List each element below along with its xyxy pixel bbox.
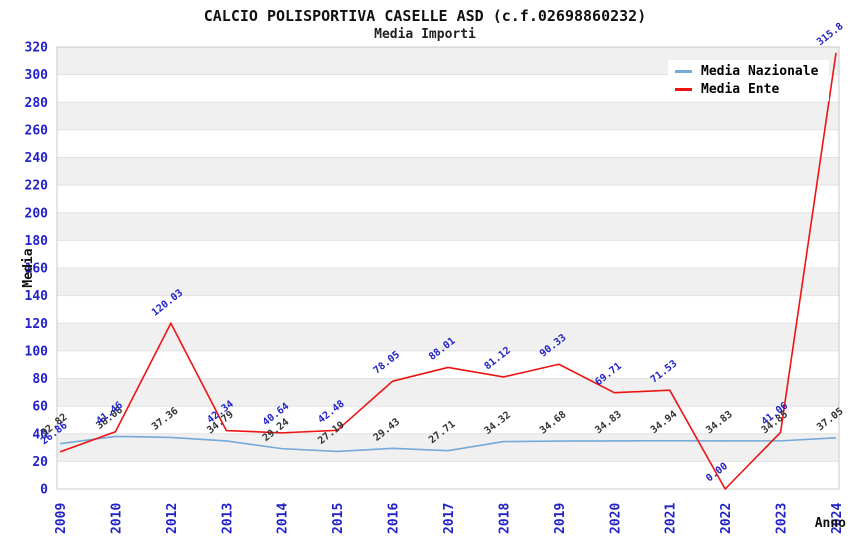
y-tick-label: 260 [25, 123, 49, 138]
y-tick-label: 60 [32, 400, 48, 415]
y-axis-title: Media [21, 248, 36, 287]
data-point-label: 37.36 [150, 406, 180, 433]
x-axis-title: Anno [815, 516, 846, 531]
legend-label: Media Ente [701, 81, 780, 97]
x-tick-label: 2009 [54, 503, 69, 534]
chart-legend: Media Nazionale Media Ente [668, 60, 829, 101]
series-line-media-ente [59, 52, 837, 490]
data-point-label: 78.05 [372, 349, 402, 376]
y-tick-label: 0 [40, 483, 48, 498]
y-tick-label: 80 [32, 372, 48, 387]
y-tick-label: 20 [32, 455, 48, 470]
x-tick-label: 2024 [830, 503, 845, 534]
y-tick-labels: 0 20 40 60 80 100 120 140 160 180 200 220 240 260 280 3… [25, 41, 49, 498]
data-point-label: 34.83 [593, 409, 623, 436]
x-tick-label: 2016 [387, 503, 402, 534]
data-point-label: 0.00 [704, 461, 730, 485]
legend-item-media-nazionale: Media Nazionale [675, 62, 825, 80]
media-ente-swatch-icon [675, 87, 692, 91]
y-tick-label: 280 [25, 96, 49, 111]
media-nazionale-swatch-icon [675, 69, 692, 73]
band [57, 323, 839, 351]
plot-bands [57, 47, 839, 462]
band [57, 378, 839, 407]
x-tick-label: 2023 [775, 503, 790, 534]
y-tick-label: 40 [32, 427, 48, 442]
y-tick-label: 120 [25, 317, 49, 332]
x-tick-label: 2010 [109, 503, 124, 534]
chart-title: CALCIO POLISPORTIVA CASELLE ASD (c.f.026… [203, 7, 647, 25]
y-tick-label: 300 [25, 68, 49, 83]
y-tick-label: 160 [25, 262, 49, 277]
x-tick-label: 2017 [442, 503, 457, 534]
band [57, 212, 839, 241]
x-tick-label: 2013 [220, 503, 235, 534]
data-point-label: 34.68 [538, 409, 568, 436]
x-tick-label: 2018 [497, 503, 512, 534]
y-tick-label: 100 [25, 344, 49, 359]
band [57, 102, 839, 130]
x-tick-label: 2015 [331, 503, 346, 534]
x-tick-label: 2019 [553, 503, 568, 534]
data-point-label: 34.94 [649, 409, 679, 436]
x-tick-label: 2014 [276, 503, 291, 534]
y-tick-label: 140 [25, 289, 49, 304]
band [57, 268, 839, 296]
x-tick-label: 2022 [719, 503, 734, 534]
y-tick-label: 220 [25, 179, 49, 194]
data-point-label: 34.83 [704, 409, 734, 436]
chart-subtitle: Media Importi [374, 27, 476, 42]
series-lines [59, 52, 837, 490]
legend-item-media-ente: Media Ente [675, 80, 825, 98]
x-tick-labels: 2009 2010 2012 2013 2014 2015 2016 2017 2018 2019… [54, 503, 845, 534]
y-tick-label: 240 [25, 151, 49, 166]
x-tick-label: 2020 [608, 503, 623, 534]
legend-label: Media Nazionale [701, 63, 819, 79]
x-tick-label: 2021 [664, 503, 679, 534]
data-point-label: 34.32 [483, 410, 513, 437]
band [57, 157, 839, 186]
y-tick-label: 180 [25, 234, 49, 249]
y-tick-label: 200 [25, 206, 49, 221]
plot-border [56, 46, 840, 490]
y-tick-label: 320 [25, 41, 49, 56]
x-tick-label: 2012 [165, 503, 180, 534]
data-point-label: 37.05 [815, 406, 845, 433]
series-line-media-nazionale [59, 435, 837, 453]
